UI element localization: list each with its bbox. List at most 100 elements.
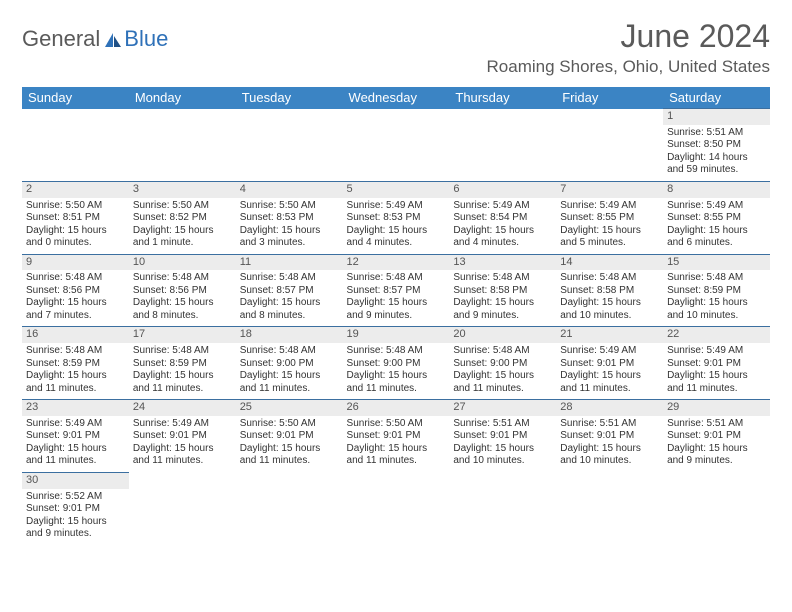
logo-text-blue: Blue: [124, 26, 168, 52]
day-number: 1: [663, 109, 770, 125]
week-row: 2Sunrise: 5:50 AMSunset: 8:51 PMDaylight…: [22, 181, 770, 254]
day-detail-line: Sunset: 8:59 PM: [26, 358, 125, 371]
dow-header: Monday: [129, 87, 236, 109]
day-detail-line: Sunset: 8:53 PM: [240, 212, 339, 225]
day-detail-line: Sunset: 9:01 PM: [667, 358, 766, 371]
day-number: 25: [236, 400, 343, 416]
dow-header: Sunday: [22, 87, 129, 109]
day-detail-line: Sunrise: 5:50 AM: [240, 200, 339, 213]
day-number: 14: [556, 255, 663, 271]
day-number: 27: [449, 400, 556, 416]
day-cell: 27Sunrise: 5:51 AMSunset: 9:01 PMDayligh…: [449, 400, 556, 473]
dow-header: Saturday: [663, 87, 770, 109]
day-detail-line: Sunrise: 5:48 AM: [26, 345, 125, 358]
day-cell: 19Sunrise: 5:48 AMSunset: 9:00 PMDayligh…: [343, 327, 450, 400]
day-cell: 16Sunrise: 5:48 AMSunset: 8:59 PMDayligh…: [22, 327, 129, 400]
day-cell: 29Sunrise: 5:51 AMSunset: 9:01 PMDayligh…: [663, 400, 770, 473]
day-detail-line: Daylight: 15 hours and 11 minutes.: [26, 443, 125, 468]
day-cell: [343, 109, 450, 182]
title-block: June 2024 Roaming Shores, Ohio, United S…: [487, 18, 770, 77]
day-number: 8: [663, 182, 770, 198]
day-cell: 2Sunrise: 5:50 AMSunset: 8:51 PMDaylight…: [22, 181, 129, 254]
day-detail-line: Sunset: 8:58 PM: [560, 285, 659, 298]
day-detail-line: Sunrise: 5:48 AM: [667, 272, 766, 285]
day-detail-line: Sunrise: 5:48 AM: [240, 345, 339, 358]
day-detail-line: Daylight: 15 hours and 11 minutes.: [240, 370, 339, 395]
day-detail-line: Sunset: 9:01 PM: [133, 430, 232, 443]
day-detail-line: Daylight: 15 hours and 9 minutes.: [26, 516, 125, 541]
day-number: 26: [343, 400, 450, 416]
day-detail-line: Sunset: 8:52 PM: [133, 212, 232, 225]
day-cell: [449, 472, 556, 544]
day-detail-line: Sunrise: 5:50 AM: [240, 418, 339, 431]
day-detail-line: Sunrise: 5:51 AM: [667, 127, 766, 140]
day-cell: 24Sunrise: 5:49 AMSunset: 9:01 PMDayligh…: [129, 400, 236, 473]
day-number: 7: [556, 182, 663, 198]
day-detail-line: Daylight: 15 hours and 11 minutes.: [133, 370, 232, 395]
day-number: 6: [449, 182, 556, 198]
day-detail-line: Daylight: 15 hours and 10 minutes.: [560, 443, 659, 468]
day-number: 19: [343, 327, 450, 343]
day-detail-line: Sunrise: 5:50 AM: [347, 418, 446, 431]
day-cell: [129, 109, 236, 182]
day-cell: 14Sunrise: 5:48 AMSunset: 8:58 PMDayligh…: [556, 254, 663, 327]
day-detail-line: Sunrise: 5:50 AM: [26, 200, 125, 213]
day-detail-line: Sunset: 8:55 PM: [667, 212, 766, 225]
day-detail-line: Daylight: 15 hours and 1 minute.: [133, 225, 232, 250]
day-detail-line: Daylight: 15 hours and 0 minutes.: [26, 225, 125, 250]
day-cell: 10Sunrise: 5:48 AMSunset: 8:56 PMDayligh…: [129, 254, 236, 327]
day-detail-line: Sunset: 8:57 PM: [347, 285, 446, 298]
day-detail-line: Daylight: 15 hours and 9 minutes.: [667, 443, 766, 468]
header: General Blue June 2024 Roaming Shores, O…: [22, 18, 770, 77]
day-detail-line: Daylight: 15 hours and 11 minutes.: [133, 443, 232, 468]
day-cell: [449, 109, 556, 182]
day-number: 12: [343, 255, 450, 271]
day-detail-line: Daylight: 15 hours and 4 minutes.: [453, 225, 552, 250]
day-detail-line: Sunrise: 5:48 AM: [240, 272, 339, 285]
day-detail-line: Sunset: 8:58 PM: [453, 285, 552, 298]
day-detail-line: Sunset: 9:00 PM: [453, 358, 552, 371]
day-number: 3: [129, 182, 236, 198]
day-number: 11: [236, 255, 343, 271]
week-row: 9Sunrise: 5:48 AMSunset: 8:56 PMDaylight…: [22, 254, 770, 327]
day-detail-line: Sunset: 9:01 PM: [26, 430, 125, 443]
day-detail-line: Sunset: 8:55 PM: [560, 212, 659, 225]
day-detail-line: Sunrise: 5:50 AM: [133, 200, 232, 213]
day-detail-line: Daylight: 15 hours and 6 minutes.: [667, 225, 766, 250]
day-detail-line: Sunrise: 5:48 AM: [133, 345, 232, 358]
day-detail-line: Sunrise: 5:51 AM: [667, 418, 766, 431]
day-detail-line: Sunset: 9:00 PM: [240, 358, 339, 371]
day-detail-line: Sunset: 8:56 PM: [133, 285, 232, 298]
day-cell: [663, 472, 770, 544]
day-detail-line: Daylight: 15 hours and 11 minutes.: [240, 443, 339, 468]
day-cell: 1Sunrise: 5:51 AMSunset: 8:50 PMDaylight…: [663, 109, 770, 182]
week-row: 23Sunrise: 5:49 AMSunset: 9:01 PMDayligh…: [22, 400, 770, 473]
day-detail-line: Sunrise: 5:48 AM: [347, 272, 446, 285]
day-cell: [556, 472, 663, 544]
day-detail-line: Sunset: 9:01 PM: [240, 430, 339, 443]
day-detail-line: Sunset: 9:01 PM: [667, 430, 766, 443]
day-detail-line: Daylight: 15 hours and 11 minutes.: [667, 370, 766, 395]
week-row: 16Sunrise: 5:48 AMSunset: 8:59 PMDayligh…: [22, 327, 770, 400]
day-detail-line: Daylight: 15 hours and 11 minutes.: [347, 443, 446, 468]
day-detail-line: Sunset: 9:01 PM: [347, 430, 446, 443]
day-detail-line: Sunset: 9:01 PM: [560, 430, 659, 443]
day-cell: [129, 472, 236, 544]
sail-icon: [104, 32, 122, 50]
day-number: 21: [556, 327, 663, 343]
day-cell: [343, 472, 450, 544]
day-detail-line: Sunrise: 5:49 AM: [560, 345, 659, 358]
day-detail-line: Sunset: 8:53 PM: [347, 212, 446, 225]
day-cell: [236, 109, 343, 182]
day-detail-line: Daylight: 15 hours and 8 minutes.: [240, 297, 339, 322]
day-detail-line: Sunrise: 5:49 AM: [667, 200, 766, 213]
day-detail-line: Sunset: 9:01 PM: [560, 358, 659, 371]
day-number: 2: [22, 182, 129, 198]
week-row: 1Sunrise: 5:51 AMSunset: 8:50 PMDaylight…: [22, 109, 770, 182]
day-number: 22: [663, 327, 770, 343]
day-number: 13: [449, 255, 556, 271]
day-cell: 20Sunrise: 5:48 AMSunset: 9:00 PMDayligh…: [449, 327, 556, 400]
day-number: 10: [129, 255, 236, 271]
day-cell: 5Sunrise: 5:49 AMSunset: 8:53 PMDaylight…: [343, 181, 450, 254]
day-detail-line: Sunrise: 5:48 AM: [453, 272, 552, 285]
